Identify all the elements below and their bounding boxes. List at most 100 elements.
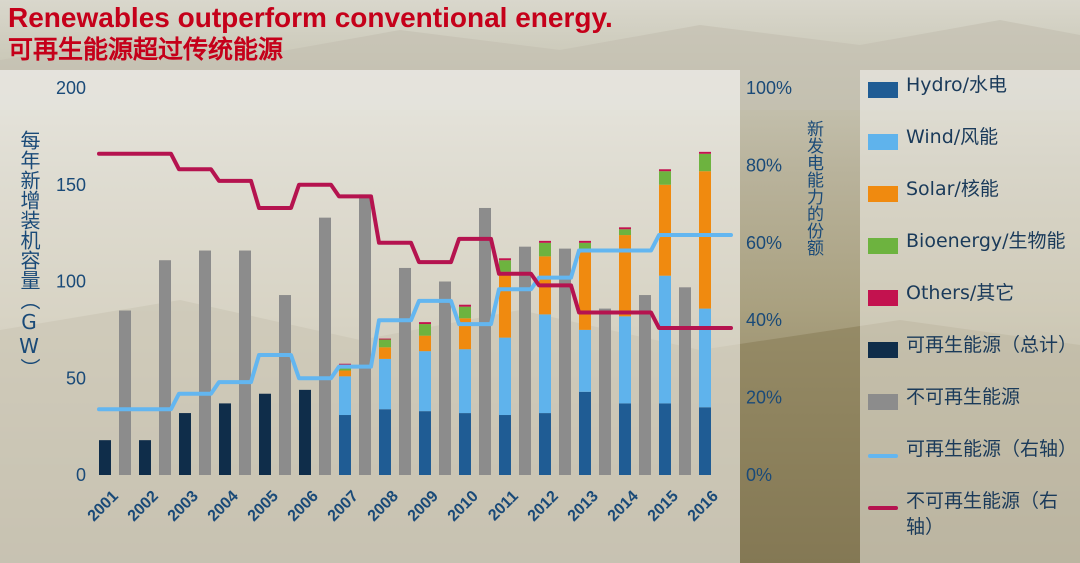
x-tick-label: 2007 [325,488,362,525]
bar-renewables-total [259,393,271,475]
y2-tick-label: 40% [746,310,782,330]
y2-tick-label: 20% [746,388,782,408]
legend-item-renew_share_line: 可再生能源（右轴） [868,436,1078,462]
bar-non-renewables [679,287,691,475]
y2-tick-label: 100% [746,78,792,98]
x-tick-label: 2015 [645,488,682,525]
bar-others [579,240,591,243]
legend-label: 可再生能源（总计） [906,334,1078,356]
bar-hydro [339,415,351,475]
legend-item-nonrenew_share_line: 不可再生能源（右轴） [868,488,1078,540]
legend-swatch [868,82,898,98]
x-tick-label: 2012 [525,488,562,525]
y-axis-label-left: 每年新增装机容量（GW） [17,130,41,378]
bar-non-renewables [239,250,251,475]
bar-others [419,322,431,325]
bar-renewables-total [219,403,231,475]
x-tick-label: 2006 [285,488,322,525]
bar-bioenergy [419,324,431,336]
bar-wind [339,376,351,416]
bar-bioenergy [659,171,671,185]
legend-swatch [868,342,898,358]
bar-renewables-total [179,413,191,475]
y-tick-label: 100 [56,272,86,292]
bar-non-renewables [559,248,571,475]
bar-wind [579,329,591,392]
bar-solar [499,271,511,338]
bar-hydro [419,411,431,475]
legend-swatch [868,394,898,410]
x-tick-label: 2005 [245,488,282,525]
bar-solar [659,184,671,276]
bar-non-renewables [479,207,491,475]
bar-hydro [579,391,591,475]
bar-non-renewables [279,295,291,475]
bar-non-renewables [519,246,531,475]
bar-others [619,227,631,230]
bar-solar [339,370,351,377]
y-tick-label: 50 [66,368,86,388]
title-block: Renewables outperform conventional energ… [8,2,613,66]
x-tick-label: 2010 [445,488,482,525]
x-tick-label: 2001 [85,488,122,525]
legend-label: Wind/风能 [906,126,999,148]
bar-others [459,304,471,307]
bar-renewables-total [139,440,151,475]
legend-swatch [868,506,898,510]
bar-others [379,338,391,340]
legend-item-solar: Solar/核能 [868,176,1078,202]
bar-hydro [659,403,671,475]
bar-non-renewables [199,250,211,475]
bar-non-renewables [319,217,331,475]
legend-swatch [868,454,898,458]
x-tick-label: 2013 [565,488,602,525]
bar-non-renewables [439,281,451,475]
bar-bioenergy [459,306,471,319]
legend-item-others: Others/其它 [868,280,1078,306]
legend-item-wind: Wind/风能 [868,124,1078,150]
bar-solar [699,171,711,309]
bar-non-renewables [599,308,611,475]
page-subtitle: 可再生能源超过传统能源 [8,35,284,64]
y2-tick-label: 80% [746,155,782,175]
y-tick-label: 200 [56,78,86,98]
bar-wind [499,337,511,416]
line-renew_share_line [97,233,733,412]
y2-tick-label: 0% [746,465,772,485]
x-tick-label: 2016 [685,488,722,525]
bar-bioenergy [499,260,511,272]
bar-bioenergy [379,339,391,348]
bar-others [699,151,711,154]
bar-hydro [499,415,511,475]
x-tick-label: 2011 [485,488,522,525]
bar-non-renewables [119,310,131,475]
legend-area-overlay [860,70,1080,563]
legend-label: Solar/核能 [906,178,999,200]
legend-item-bioenergy: Bioenergy/生物能 [868,228,1078,254]
x-tick-label: 2003 [165,488,202,525]
bar-wind [539,314,551,414]
line-nonrenew_share_line [97,151,733,330]
bar-non-renewables [159,260,171,475]
legend-label: 不可再生能源 [906,386,1021,408]
bar-non-renewables [359,194,371,476]
bar-others [339,363,351,365]
legend-swatch [868,134,898,150]
legend-label: Hydro/水电 [906,74,1008,96]
bar-solar [619,235,631,317]
x-tick-label: 2009 [405,488,442,525]
bar-bioenergy [699,153,711,172]
bar-hydro [619,403,631,475]
y-axis-label-right: 新发电能力的份额 [803,120,823,256]
legend-item-non_renewables: 不可再生能源 [868,384,1078,410]
x-tick-label: 2008 [365,488,402,525]
bar-hydro [459,413,471,475]
x-tick-label: 2002 [125,488,162,525]
legend-label: Others/其它 [906,282,1015,304]
page-title: Renewables outperform conventional energ… [8,2,613,33]
bar-others [659,169,671,172]
legend-swatch [868,186,898,202]
bar-hydro [699,407,711,475]
legend-label: 不可再生能源（右轴） [906,490,1059,538]
